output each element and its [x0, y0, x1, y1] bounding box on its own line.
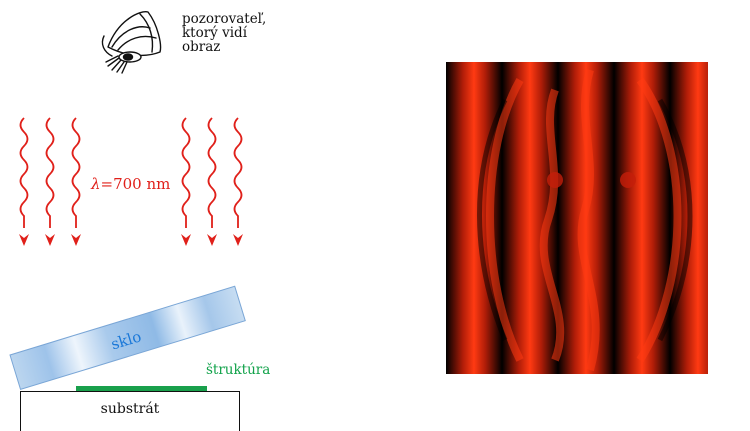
arrowheads-right: [181, 234, 243, 246]
light-ray: [71, 117, 81, 228]
glass-plate: sklo: [9, 285, 246, 391]
eye-icon: [101, 11, 162, 74]
light-ray: [233, 117, 243, 228]
light-ray: [19, 117, 29, 228]
interference-image: [446, 62, 708, 374]
light-ray: [45, 117, 55, 228]
wavelength-value: =700 nm: [100, 175, 171, 193]
light-ray: [181, 117, 191, 228]
observer-label-line: ktorý vidí: [182, 25, 248, 41]
structure-bar: [76, 386, 207, 391]
observer-label: pozorovateľ, ktorý vidí obraz: [182, 12, 302, 54]
structure-label: štruktúra: [206, 362, 271, 378]
arrowhead: [233, 234, 243, 246]
light-rays-left: [19, 117, 81, 228]
arrowhead: [45, 234, 55, 246]
substrate-box: substrát: [20, 391, 240, 431]
light-rays-right: [181, 117, 243, 228]
lambda-symbol: λ: [91, 175, 101, 193]
substrate-label: substrát: [100, 401, 160, 417]
arrowheads-left: [19, 234, 81, 246]
wavelength-label: λ=700 nm: [91, 175, 170, 193]
observer-label-line: obraz: [182, 39, 221, 55]
arrowhead: [207, 234, 217, 246]
observer-label-line: pozorovateľ,: [182, 11, 267, 27]
arrowhead: [71, 234, 81, 246]
light-ray: [207, 117, 217, 228]
arrowhead: [19, 234, 29, 246]
arrowhead: [181, 234, 191, 246]
